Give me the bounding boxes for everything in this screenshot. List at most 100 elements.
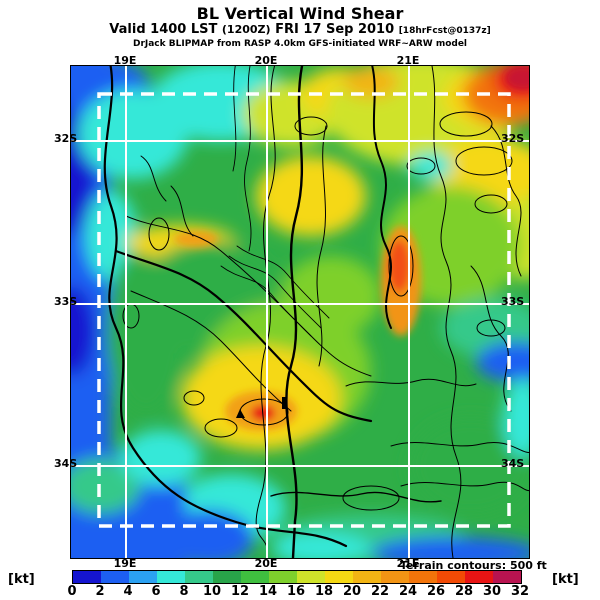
terrain-contour [114,249,373,423]
colorbar-tick-label: 30 [482,584,502,599]
site-markers [236,397,286,418]
shear-blob [71,286,95,376]
terrain-contour [474,194,508,214]
terrain-contour [270,491,442,503]
shear-map-figure [70,65,530,559]
site-marker-triangle [236,409,245,418]
terrain-contour [140,155,167,202]
y-tick-left-33s: 33S [54,295,78,308]
page-title: BL Vertical Wind Shear [196,4,404,23]
model-attribution-line: DrJack BLIPMAP from RASP 4.0km GFS-initi… [132,39,468,49]
colorbar-tick-label: 10 [202,584,222,599]
colorbar-tick-label: 26 [426,584,446,599]
terrain-contour [490,125,522,277]
shear-blob [164,510,254,558]
terrain-contour [170,185,194,237]
terrain-contour [148,217,170,251]
terrain-contour [183,390,205,406]
shear-blob [256,156,366,236]
shear-blob [121,430,201,486]
shear-blob [476,342,529,382]
shear-blob [505,66,529,90]
y-tick-right-34s: 34S [501,457,525,470]
terrain-contour [400,481,529,492]
colorbar-tick-label: 18 [314,584,334,599]
x-tick-bottom-19e: 19E [113,557,137,570]
x-tick-top-19e: 19E [113,54,137,67]
colorbar-segment [73,571,101,583]
grid-overlay [71,66,529,558]
terrain-contour [406,157,436,175]
colorbar-tick-label: 12 [230,584,250,599]
terrain-contour [345,378,477,387]
terrain-contour [470,265,512,412]
terrain-contour [228,255,322,329]
colorbar-segment [101,571,129,583]
colorbar-segment [381,571,409,583]
valid-utc: (1200Z) [221,23,271,36]
colorbar-segment [241,571,269,583]
shear-blob [71,458,141,514]
colorbar-segment [157,571,185,583]
x-tick-bottom-20e: 20E [254,557,278,570]
colorbar-segment [297,571,325,583]
colorbar-segment [325,571,353,583]
terrain-contour [294,116,328,136]
terrain-contour [342,485,400,511]
valid-time-line: Valid 1400 LST (1200Z) FRI 17 Sep 2010 [… [0,22,600,37]
colorbar-tick-row: 0 2 4 6 8 10 12 14 16 18 20 22 24 26 28 … [58,584,534,599]
terrain-contour [220,265,312,337]
colorbar-tick-label: 8 [179,584,189,599]
terrain-contour [439,111,493,137]
colorbar-segment [269,571,297,583]
shear-blob [371,537,529,558]
terrain-contour [232,66,237,172]
colorbar-segment [213,571,241,583]
y-tick-left-34s: 34S [54,457,78,470]
shear-blob [343,66,399,98]
valid-date: FRI 17 Sep 2010 [270,22,399,37]
colorbar-segment [353,571,381,583]
x-tick-top-21e: 21E [396,54,420,67]
terrain-contour [390,441,529,454]
colorbar-tick-label: 32 [510,584,530,599]
colorbar-segment [493,571,521,583]
colorbar-segment [129,571,157,583]
colorbar-tick-label: 24 [398,584,418,599]
terrain-contour [316,125,327,367]
shear-blob [388,240,410,292]
terrain-contour [371,66,392,329]
shear-blob [409,152,453,180]
colorbar-segment [185,571,213,583]
x-tick-bottom-21e: 21E [396,557,420,570]
terrain-contour [455,146,513,176]
colorbar-tick-label: 28 [454,584,474,599]
colorbar [72,570,522,584]
colorbar-tick-label: 16 [286,584,306,599]
colorbar-tick-label: 6 [151,584,161,599]
terrain-contour [103,66,348,548]
y-tick-left-32s: 32S [54,132,78,145]
colorbar-segment [409,571,437,583]
terrain-contour [244,66,252,252]
colorbar-unit-right: [kt] [552,572,579,587]
valid-prefix: Valid 1400 LST [109,22,222,37]
colorbar-segment [465,571,493,583]
terrain-contour [204,418,238,438]
x-tick-top-20e: 20E [254,54,278,67]
y-tick-right-33s: 33S [501,295,525,308]
terrain-contour [476,319,506,337]
valid-fcst-note: [18hrFcst@0137z] [398,26,491,36]
colorbar-unit-left: [kt] [8,572,35,587]
shear-blob [174,231,218,247]
y-tick-right-32s: 32S [501,132,525,145]
terrain-contour [388,235,414,297]
colorbar-tick-label: 20 [342,584,362,599]
shear-field-svg [71,66,529,558]
shear-hotspot-blobs [174,66,529,431]
colorbar-tick-label: 22 [370,584,390,599]
colorbar-tick-label: 2 [95,584,105,599]
colorbar-tick-label: 4 [123,584,133,599]
terrain-contours-note: Terrain contours: 500 ft [400,559,547,572]
